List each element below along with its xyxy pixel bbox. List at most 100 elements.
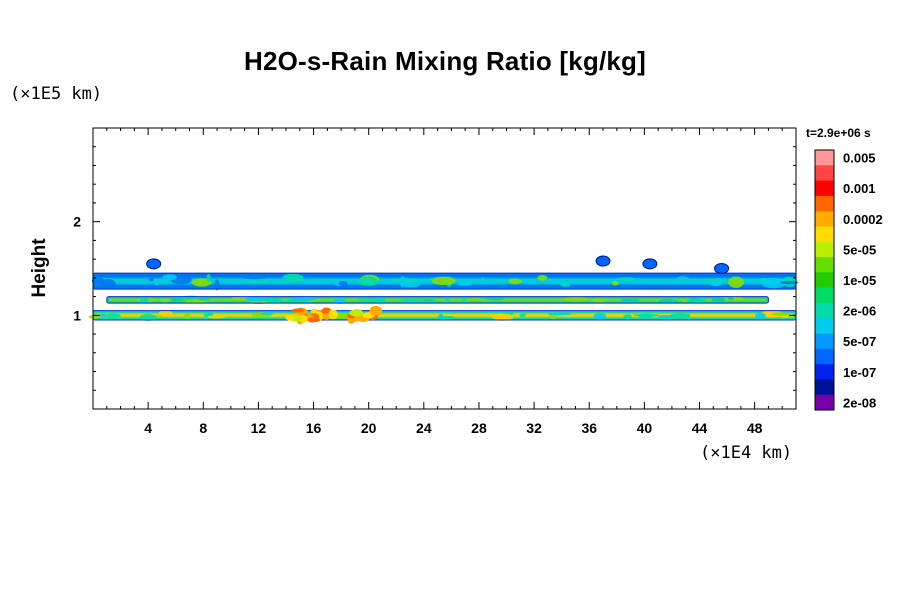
band-blob (461, 296, 467, 301)
band-2 (106, 295, 769, 305)
band-blob (206, 314, 226, 319)
band-blob (99, 278, 116, 289)
colorbar-swatch (815, 348, 834, 365)
band-blob (480, 277, 486, 283)
band-blob (203, 311, 210, 318)
band-blob (139, 314, 157, 321)
colorbar: 0.005 0.001 0.0002 5e-05 1e-05 2e-06 5e-07 1e-0… (814, 149, 883, 411)
colorbar-swatch (815, 394, 834, 411)
band-blob (547, 312, 572, 316)
isolated-patch (642, 258, 658, 270)
hotspot-blob (348, 309, 363, 317)
hotspot-blob (307, 317, 317, 323)
band-blob (444, 297, 450, 301)
band-blob (162, 274, 177, 281)
band-blob (184, 313, 191, 321)
band-blob (593, 312, 607, 320)
colorbar-swatch (815, 195, 834, 212)
band-blob (508, 278, 522, 285)
band-blob (243, 275, 266, 280)
band-blob (105, 313, 121, 318)
band-outline (106, 296, 769, 304)
band-blob (357, 298, 380, 301)
colorbar-swatch (815, 333, 834, 350)
band-blob (262, 298, 284, 302)
band-blob (657, 299, 679, 304)
hotspot-blob (299, 314, 308, 323)
band-blob (333, 297, 346, 304)
band-blob (436, 315, 455, 319)
band-blob (260, 312, 275, 315)
band-blob (292, 296, 317, 301)
band-blob (711, 296, 726, 303)
hotspot-blob (328, 309, 339, 320)
band-blob (198, 298, 210, 301)
colorbar-swatch (815, 272, 834, 289)
band-blob (99, 313, 107, 318)
band-blob (392, 278, 418, 283)
x-tick-label: 12 (251, 420, 267, 436)
band-blob (357, 276, 379, 286)
isolated-patch (714, 263, 730, 274)
colorbar-swatch (815, 318, 834, 335)
band-blob (727, 296, 734, 301)
band-blob (214, 279, 220, 291)
band-blob (686, 298, 706, 303)
band-blob (153, 279, 159, 286)
x-tick-label: 32 (526, 420, 542, 436)
band-blob (675, 276, 690, 283)
band-blob (703, 278, 724, 282)
band-blob (754, 312, 766, 320)
band-blob (728, 276, 745, 288)
isolated-patch (146, 258, 162, 270)
band-blob (669, 312, 691, 319)
band-blob (244, 296, 267, 302)
band-blob (155, 315, 163, 318)
hotspot-blob (291, 308, 305, 313)
x-tick-label: 36 (581, 420, 597, 436)
band-blob (231, 296, 247, 300)
band-blob (399, 275, 406, 288)
y-axis-unit: (×1E5 km) (10, 84, 103, 104)
colorbar-label: 1e-05 (843, 273, 876, 288)
band-blob (519, 313, 526, 317)
band-core (108, 298, 767, 302)
band-blob (611, 280, 619, 286)
x-axis-unit: (×1E4 km) (700, 443, 793, 463)
chart-title: H2O-s-Rain Mixing Ratio [kg/kg] (243, 46, 646, 76)
band-blob (572, 297, 577, 301)
x-tick-label: 40 (637, 420, 653, 436)
x-tick-label: 20 (361, 420, 377, 436)
band-blob (338, 281, 348, 286)
band-blob (619, 298, 640, 302)
colorbar-swatch (815, 180, 834, 197)
colorbar-frame (814, 149, 835, 411)
colorbar-swatch (815, 364, 834, 380)
band-blob (88, 314, 100, 319)
band-core (95, 313, 794, 318)
colorbar-label: 5e-07 (843, 334, 876, 349)
band-blob (633, 313, 660, 317)
y-tick-label: 2 (73, 214, 81, 230)
band-blob (780, 280, 799, 285)
x-tick-label: 8 (199, 420, 207, 436)
colorbar-label: 0.0002 (843, 212, 883, 227)
colorbar-label: 2e-06 (843, 304, 876, 319)
band-blob (466, 298, 484, 301)
band-blob (537, 275, 548, 281)
x-tick-label: 28 (471, 420, 487, 436)
colorbar-label: 5e-05 (843, 242, 876, 257)
band-1 (91, 272, 799, 291)
colorbar-label: 0.001 (843, 181, 876, 196)
band-blob (492, 313, 514, 321)
band-blob (485, 296, 505, 301)
band-blob (206, 273, 211, 282)
x-tick-label: 24 (416, 420, 432, 436)
colorbar-label: 2e-08 (843, 395, 876, 410)
band-blob (159, 298, 171, 303)
colorbar-label: 0.005 (843, 151, 876, 166)
band-blob (431, 276, 456, 286)
hotspot-blob (285, 315, 296, 321)
colorbar-swatch (815, 211, 834, 227)
